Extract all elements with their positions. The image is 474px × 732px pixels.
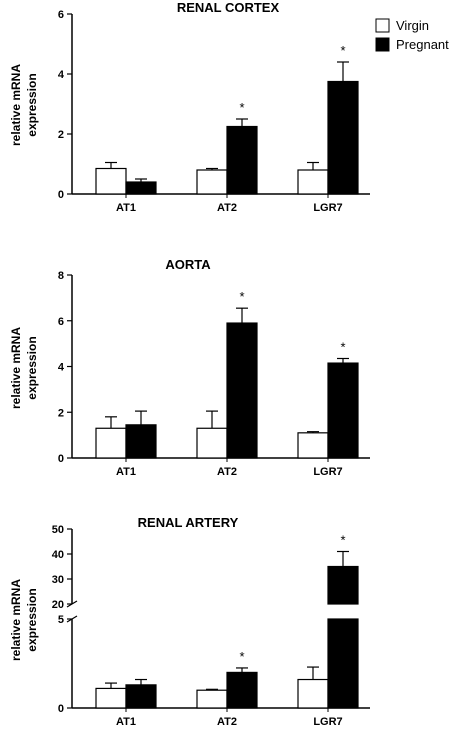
y-tick-label: 2 (58, 129, 64, 141)
y-tick-label: 50 (52, 524, 64, 536)
y-tick-label: 4 (58, 69, 65, 81)
bar-virgin-at1 (95, 427, 127, 459)
significance-marker: * (239, 649, 244, 664)
y-tick-label: 6 (58, 9, 64, 21)
bar-pregnant-at2 (226, 322, 258, 459)
bar-virgin-at2 (196, 689, 228, 709)
legend-label-pregnant: Pregnant (396, 37, 449, 52)
y-tick-label: 20 (52, 599, 64, 611)
x-tick-label: LGR7 (313, 716, 342, 728)
bar-virgin-at1 (95, 167, 127, 195)
x-tick-label: LGR7 (313, 466, 342, 478)
bar-virgin-at2 (196, 169, 228, 195)
bar-pregnant-lgr7 (327, 80, 359, 195)
bar-virgin-lgr7 (297, 169, 329, 195)
y-tick-label: 40 (52, 549, 64, 561)
x-tick-label: AT2 (217, 716, 237, 728)
y-axis-label-line2: expression (25, 73, 39, 136)
significance-marker: * (340, 533, 345, 548)
bar-pregnant-at1 (125, 424, 157, 459)
chart-title: RENAL ARTERY (138, 515, 239, 530)
y-axis-label-line1: relative mRNA (9, 327, 23, 409)
legend: Virgin Pregnant (375, 18, 449, 52)
y-axis-label-line1: relative mRNA (9, 579, 23, 661)
bar-pregnant-at2 (226, 671, 258, 709)
bar-pregnant-at1 (125, 684, 157, 709)
significance-marker: * (239, 289, 244, 304)
y-tick-label: 0 (58, 189, 64, 201)
chart-title: AORTA (165, 257, 211, 272)
y-tick-label: 4 (58, 362, 65, 374)
bar-virgin-at1 (95, 687, 127, 709)
bar-pregnant-lgr7 (327, 362, 359, 459)
chart-title: RENAL CORTEX (177, 0, 280, 15)
y-tick-label: 5 (58, 614, 64, 626)
y-axis-label-line2: expression (25, 336, 39, 399)
chart-aorta: AORTA relative mRNA expression 0 2 4 6 8 AT1 A… (9, 257, 370, 478)
bar-pregnant-at2 (226, 125, 258, 195)
x-tick-label: AT1 (116, 716, 136, 728)
y-tick-label: 0 (58, 453, 64, 465)
y-tick-label: 30 (52, 574, 64, 586)
chart-renal-artery: RENAL ARTERY relative mRNA expression 0 5… (9, 515, 370, 728)
y-axis-label-line1: relative mRNA (9, 64, 23, 146)
bar-pregnant-lgr7-lower (327, 618, 359, 709)
significance-marker: * (340, 339, 345, 354)
legend-swatch-virgin (375, 18, 390, 33)
bar-pregnant-at1 (125, 181, 157, 195)
y-tick-label: 6 (58, 316, 64, 328)
x-tick-label: AT2 (217, 466, 237, 478)
legend-label-virgin: Virgin (396, 18, 429, 33)
bar-virgin-lgr7 (297, 432, 329, 459)
x-tick-label: AT1 (116, 202, 136, 214)
y-tick-label: 0 (58, 703, 64, 715)
bar-virgin-at2 (196, 427, 228, 459)
y-tick-label: 8 (58, 270, 64, 282)
y-axis-label-line2: expression (25, 588, 39, 651)
bar-virgin-lgr7 (297, 678, 329, 709)
chart-renal-cortex: RENAL CORTEX relative mRNA expression 0 2… (9, 0, 370, 214)
bar-pregnant-lgr7-upper (327, 565, 359, 605)
legend-swatch-pregnant (375, 37, 390, 52)
significance-marker: * (340, 43, 345, 58)
x-tick-label: LGR7 (313, 202, 342, 214)
x-tick-label: AT1 (116, 466, 136, 478)
significance-marker: * (239, 100, 244, 115)
x-tick-label: AT2 (217, 202, 237, 214)
y-tick-label: 2 (58, 407, 64, 419)
